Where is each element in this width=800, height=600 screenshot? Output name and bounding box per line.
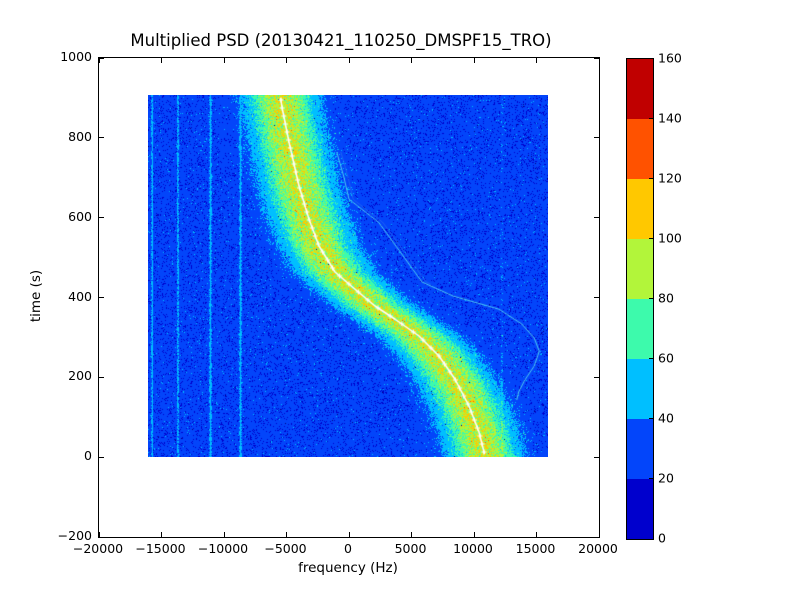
colorbar-segment <box>627 299 653 359</box>
x-tick-mark <box>161 532 162 537</box>
y-tick-mark <box>594 217 599 218</box>
colorbar-tick-mark <box>649 358 653 359</box>
figure: Multiplied PSD (20130421_110250_DMSPF15_… <box>0 0 800 600</box>
x-tick-mark <box>99 58 100 63</box>
colorbar-tick-label: 60 <box>658 351 674 366</box>
x-tick-mark <box>224 532 225 537</box>
y-tick-mark <box>99 297 104 298</box>
colorbar <box>626 58 654 540</box>
colorbar-segment <box>627 479 653 539</box>
x-axis-label: frequency (Hz) <box>298 560 398 576</box>
y-tick-label: 600 <box>37 209 92 224</box>
colorbar-tick-label: 160 <box>658 51 682 66</box>
y-tick-mark <box>594 377 599 378</box>
x-tick-label: 15000 <box>516 541 556 556</box>
x-tick-mark <box>474 532 475 537</box>
colorbar-tick-mark <box>649 478 653 479</box>
colorbar-tick-label: 100 <box>658 231 682 246</box>
x-tick-mark <box>286 532 287 537</box>
colorbar-segment <box>627 419 653 479</box>
y-tick-mark <box>594 457 599 458</box>
colorbar-tick-label: 40 <box>658 411 674 426</box>
y-tick-mark <box>594 137 599 138</box>
x-tick-mark <box>474 58 475 63</box>
colorbar-tick-label: 120 <box>658 171 682 186</box>
heatmap-canvas <box>148 95 548 457</box>
x-tick-mark <box>599 58 600 63</box>
x-tick-label: −20000 <box>73 541 123 556</box>
colorbar-segment <box>627 59 653 119</box>
y-tick-mark <box>99 377 104 378</box>
colorbar-tick-mark <box>649 238 653 239</box>
x-tick-label: −5000 <box>264 541 306 556</box>
x-tick-mark <box>286 58 287 63</box>
y-tick-mark <box>99 58 104 59</box>
colorbar-tick-label: 20 <box>658 471 674 486</box>
y-tick-mark <box>99 217 104 218</box>
colorbar-tick-mark <box>649 118 653 119</box>
colorbar-segment <box>627 239 653 299</box>
x-tick-mark <box>411 58 412 63</box>
y-tick-label: 800 <box>37 129 92 144</box>
colorbar-tick-label: 80 <box>658 291 674 306</box>
colorbar-tick-mark <box>649 418 653 419</box>
y-tick-mark <box>594 297 599 298</box>
colorbar-segment <box>627 179 653 239</box>
x-tick-mark <box>411 532 412 537</box>
x-tick-mark <box>536 58 537 63</box>
x-tick-label: 5000 <box>395 541 427 556</box>
y-tick-label: 1000 <box>37 49 92 64</box>
x-tick-mark <box>349 532 350 537</box>
plot-title: Multiplied PSD (20130421_110250_DMSPF15_… <box>130 31 551 50</box>
y-tick-label: 200 <box>37 368 92 383</box>
x-tick-mark <box>349 58 350 63</box>
x-tick-label: −10000 <box>198 541 248 556</box>
y-tick-mark <box>594 537 599 538</box>
colorbar-tick-mark <box>649 178 653 179</box>
y-tick-label: 0 <box>37 448 92 463</box>
x-tick-label: 10000 <box>453 541 493 556</box>
y-tick-mark <box>99 137 104 138</box>
x-tick-label: 20000 <box>578 541 618 556</box>
y-tick-mark <box>594 58 599 59</box>
colorbar-segment <box>627 359 653 419</box>
y-tick-label: −200 <box>37 528 92 543</box>
y-tick-label: 400 <box>37 289 92 304</box>
plot-area <box>98 57 600 538</box>
colorbar-tick-label: 140 <box>658 111 682 126</box>
colorbar-tick-label: 0 <box>658 531 666 546</box>
x-tick-mark <box>536 532 537 537</box>
y-tick-mark <box>99 537 104 538</box>
x-tick-label: 0 <box>344 541 352 556</box>
x-tick-mark <box>161 58 162 63</box>
x-tick-label: −15000 <box>135 541 185 556</box>
y-tick-mark <box>99 457 104 458</box>
colorbar-segment <box>627 119 653 179</box>
colorbar-tick-mark <box>649 298 653 299</box>
x-tick-mark <box>224 58 225 63</box>
